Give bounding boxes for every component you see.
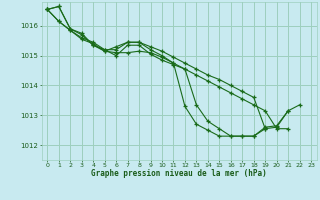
X-axis label: Graphe pression niveau de la mer (hPa): Graphe pression niveau de la mer (hPa)	[91, 169, 267, 178]
